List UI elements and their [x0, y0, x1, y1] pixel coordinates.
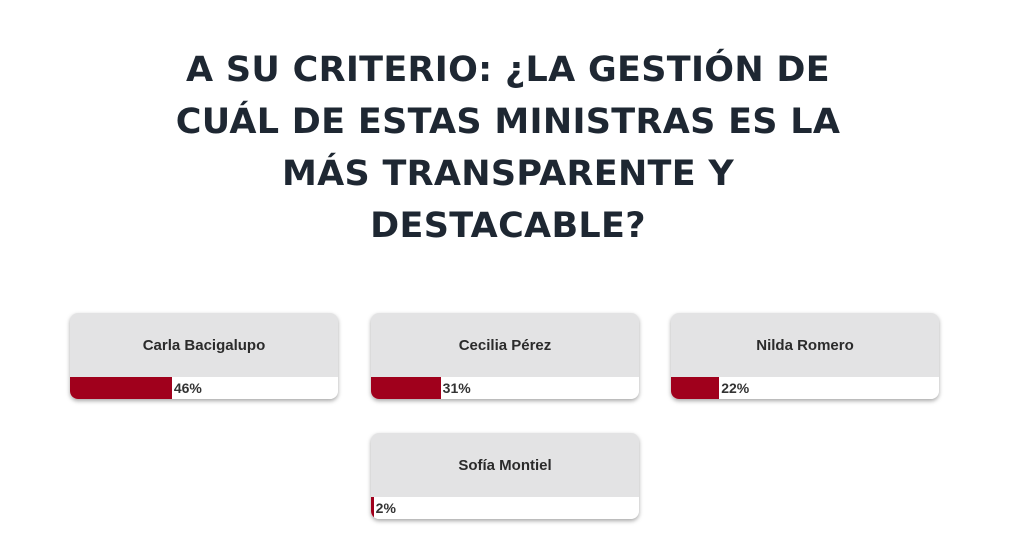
poll-option-name: Nilda Romero	[756, 336, 854, 354]
poll-result-percent: 22%	[721, 380, 750, 396]
poll-result-percent: 46%	[173, 380, 202, 396]
poll-result-fill	[371, 497, 374, 519]
poll-option-name: Sofía Montiel	[458, 456, 552, 474]
poll-result-fill	[671, 377, 720, 399]
poll-option-card[interactable]: Nilda Romero 22%	[671, 313, 939, 399]
poll-question-title: A SU CRITERIO: ¿LA GESTIÓN DE CUÁL DE ES…	[175, 50, 841, 246]
poll-option-card[interactable]: Sofía Montiel 2%	[371, 433, 639, 519]
poll-result-bar: 46%	[70, 377, 338, 399]
poll-result-percent: 31%	[442, 380, 471, 396]
poll-result-bar: 31%	[371, 377, 639, 399]
poll-option-card[interactable]: Carla Bacigalupo 46%	[70, 313, 338, 399]
poll-result-percent: 2%	[375, 500, 396, 516]
poll-option-name: Cecilia Pérez	[458, 336, 552, 354]
poll-result-bar: 2%	[371, 497, 639, 519]
poll-result-fill	[70, 377, 172, 399]
poll-option-name: Carla Bacigalupo	[142, 336, 266, 354]
poll-result-bar: 22%	[671, 377, 939, 399]
poll-option-card[interactable]: Cecilia Pérez 31%	[371, 313, 639, 399]
poll-result-fill	[371, 377, 441, 399]
